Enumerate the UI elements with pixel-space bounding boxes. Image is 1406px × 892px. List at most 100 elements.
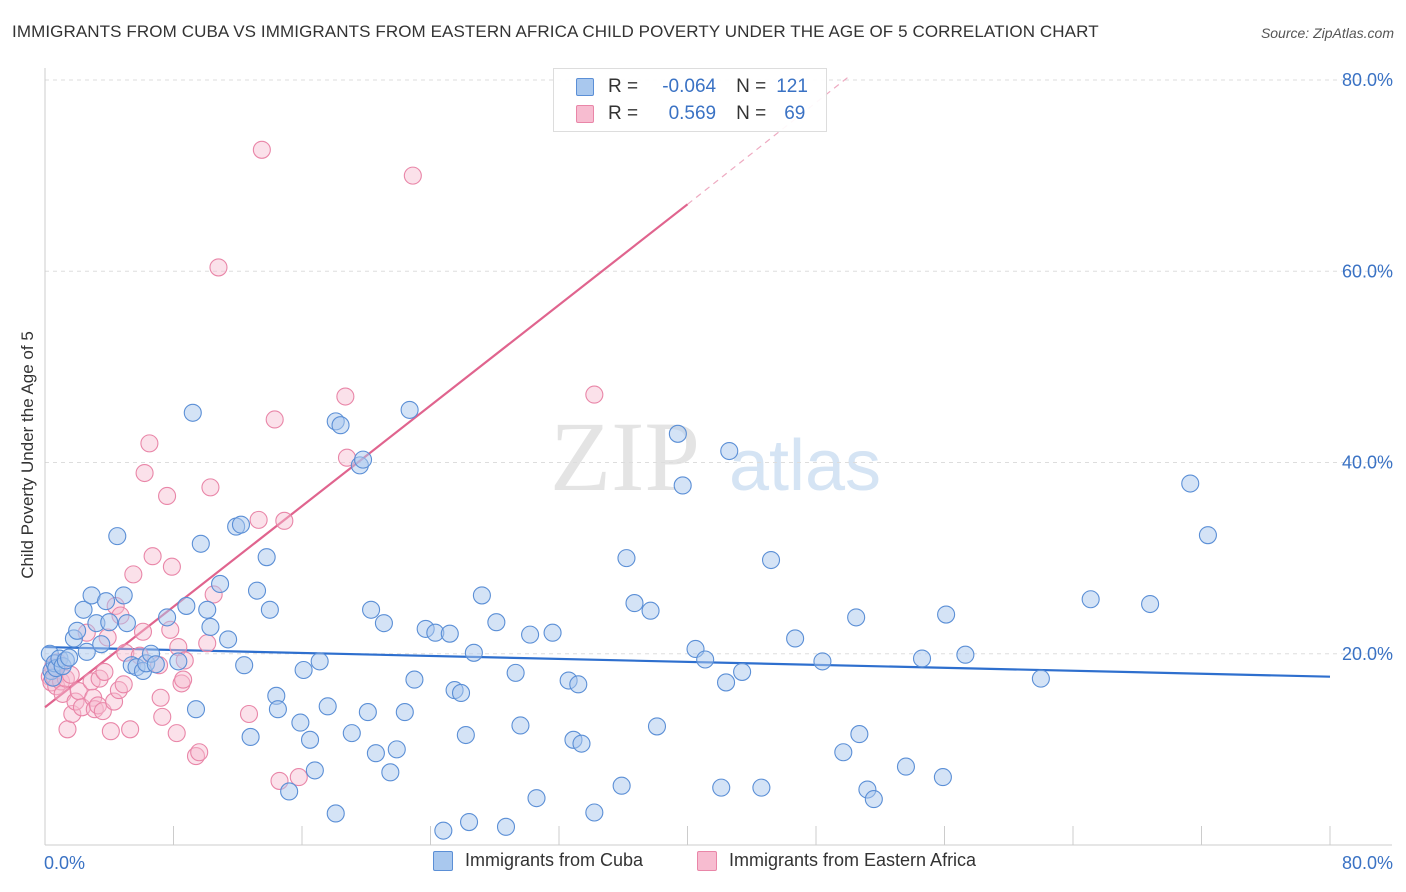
point-cuba [543, 623, 562, 642]
point-cuba [1181, 474, 1200, 493]
point-eastern-africa [167, 724, 186, 743]
point-cuba [625, 594, 644, 613]
y-tick-label: 40.0% [1342, 453, 1393, 473]
point-cuba [257, 548, 276, 567]
point-eastern-africa [121, 720, 140, 739]
point-cuba [219, 630, 238, 649]
point-cuba [786, 629, 805, 648]
point-cuba [511, 716, 530, 735]
point-cuba [1141, 594, 1160, 614]
point-cuba [496, 817, 516, 836]
point-eastern-africa [114, 675, 133, 694]
points-cuba [40, 400, 1217, 840]
stat-n-label: N = [736, 76, 767, 97]
point-eastern-africa [162, 557, 181, 576]
point-cuba [673, 476, 692, 495]
point-cuba [521, 625, 540, 644]
point-cuba [1081, 590, 1100, 609]
point-cuba [186, 700, 206, 719]
point-cuba [864, 790, 883, 809]
point-cuba [506, 663, 525, 682]
point-eastern-africa [135, 463, 154, 483]
point-eastern-africa [201, 478, 220, 497]
legend-label-eastern-africa: Immigrants from Eastern Africa [729, 850, 977, 870]
point-cuba [231, 515, 251, 534]
point-cuba [933, 768, 952, 787]
point-cuba [374, 614, 393, 633]
point-cuba [96, 592, 116, 611]
point-cuba [74, 600, 93, 619]
source-label: Source: ZipAtlas.com [1260, 25, 1394, 41]
stat-r-value: 0.569 [668, 103, 717, 124]
watermark-atlas: atlas [729, 426, 881, 506]
point-cuba [331, 416, 350, 435]
point-cuba [937, 605, 956, 624]
point-eastern-africa [174, 670, 193, 689]
legend-item-cuba[interactable]: Immigrants from Cuba [433, 850, 643, 871]
point-eastern-africa [105, 692, 124, 711]
y-tick-label: 60.0% [1342, 261, 1393, 281]
point-cuba [198, 600, 217, 619]
tick-labels: 20.0% 40.0% 60.0% 80.0% 0.0% 80.0% [44, 70, 1393, 873]
point-cuba [834, 743, 853, 762]
point-cuba [310, 652, 329, 671]
point-cuba [668, 424, 687, 443]
legend: Immigrants from Cuba Immigrants from Eas… [0, 850, 1406, 878]
point-cuba [60, 648, 79, 667]
point-eastern-africa [336, 387, 355, 406]
point-eastern-africa [190, 743, 209, 762]
point-cuba [527, 789, 546, 808]
gridlines [45, 79, 1392, 655]
point-cuba [405, 670, 424, 689]
stat-n-value: 69 [784, 103, 806, 124]
point-eastern-africa [249, 510, 268, 529]
legend-swatch-eastern-africa [697, 850, 717, 871]
point-cuba [712, 778, 731, 797]
point-cuba [912, 649, 932, 668]
point-cuba [400, 400, 419, 419]
point-eastern-africa [58, 720, 77, 739]
point-cuba [813, 652, 832, 671]
point-cuba [211, 574, 230, 593]
stat-r-label: R = [608, 103, 639, 124]
point-cuba [201, 617, 220, 637]
point-cuba [241, 727, 260, 746]
point-eastern-africa [275, 511, 294, 530]
trend-lines [44, 76, 1331, 709]
point-cuba [358, 703, 377, 722]
point-cuba [585, 803, 604, 822]
point-cuba [381, 763, 400, 782]
point-cuba [612, 776, 631, 795]
point-cuba [362, 600, 381, 619]
point-cuba [235, 656, 254, 675]
point-cuba [117, 614, 136, 633]
watermark: ZIP atlas [550, 401, 881, 512]
y-tick-label: 20.0% [1342, 644, 1393, 664]
point-cuba [247, 581, 267, 600]
legend-label-cuba: Immigrants from Cuba [465, 850, 644, 870]
point-cuba [456, 725, 475, 745]
point-cuba [92, 635, 111, 654]
point-eastern-africa [124, 565, 143, 584]
stats-box: R = -0.064 N = 121 R = 0.569 N = 69 [553, 68, 827, 132]
point-cuba [1198, 526, 1217, 545]
point-eastern-africa [143, 547, 162, 566]
point-cuba [366, 744, 385, 763]
point-cuba [108, 527, 127, 546]
legend-item-eastern-africa[interactable]: Immigrants from Eastern Africa [697, 850, 976, 871]
stat-r-label: R = [608, 76, 639, 97]
point-eastern-africa [101, 722, 120, 741]
point-cuba [720, 441, 739, 461]
point-cuba [268, 700, 287, 719]
point-cuba [68, 621, 87, 640]
y-tick-label: 80.0% [1342, 70, 1393, 90]
point-cuba [896, 757, 916, 776]
point-cuba [617, 549, 636, 568]
point-cuba [146, 655, 165, 674]
point-cuba [305, 761, 324, 780]
point-eastern-africa [265, 410, 284, 429]
point-cuba [158, 608, 177, 627]
point-cuba [434, 821, 453, 840]
point-eastern-africa [151, 688, 170, 707]
